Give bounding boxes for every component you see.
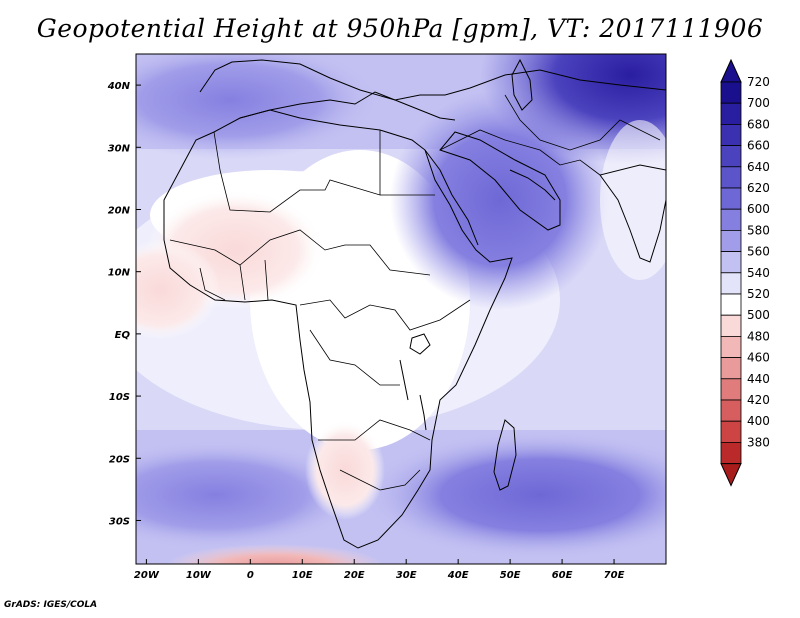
field-west-atlantic-high bbox=[136, 240, 220, 340]
colorbar-box bbox=[720, 335, 742, 358]
shaded-field bbox=[136, 54, 666, 564]
colorbar-label: 720 bbox=[747, 75, 770, 89]
border-south-africa bbox=[339, 469, 421, 491]
colorbar-label: 420 bbox=[747, 393, 770, 407]
colorbar-box bbox=[720, 272, 742, 295]
border-west-africa bbox=[199, 259, 269, 301]
colorbar-box bbox=[720, 293, 742, 316]
field-antarctic-high bbox=[165, 544, 385, 564]
colorbar-label: 700 bbox=[747, 96, 770, 110]
colorbar-box bbox=[720, 81, 742, 104]
border-congo bbox=[309, 329, 400, 386]
colorbar-label: 560 bbox=[747, 245, 770, 259]
colorbar-label: 580 bbox=[747, 223, 770, 237]
colorbar-box bbox=[720, 145, 742, 168]
plot-frame bbox=[135, 53, 667, 565]
x-tick-label: 70E bbox=[604, 570, 625, 581]
colorbar-label: 460 bbox=[747, 351, 770, 365]
arabia-coastline bbox=[439, 131, 561, 231]
caspian-coast bbox=[511, 58, 533, 111]
colorbar-box bbox=[720, 399, 742, 422]
colorbar-box bbox=[720, 229, 742, 252]
map-title: Geopotential Height at 950hPa [gpm], VT:… bbox=[36, 14, 764, 43]
x-tick-label: 40E bbox=[447, 570, 469, 581]
colorbar-box bbox=[720, 187, 742, 210]
lake-malawi bbox=[419, 394, 427, 431]
lake-victoria bbox=[409, 333, 431, 355]
colorbar-label: 640 bbox=[747, 160, 770, 174]
colorbar-box bbox=[720, 102, 742, 125]
x-tick-label: 30E bbox=[396, 570, 417, 581]
field-india-low bbox=[600, 120, 666, 280]
y-axis: 40N 30N 20N 10N EQ 10S 20S 30S bbox=[107, 81, 141, 527]
y-tick-label: 10N bbox=[108, 268, 131, 279]
x-tick-label: 20E bbox=[344, 570, 365, 581]
red-sea-coast bbox=[424, 149, 479, 246]
x-tick-label: 60E bbox=[552, 570, 573, 581]
colorbar-box bbox=[720, 251, 742, 274]
border-southern bbox=[318, 419, 431, 441]
persian-gulf-coast bbox=[509, 169, 556, 201]
x-tick-label: 0 bbox=[247, 570, 254, 581]
y-tick-label: 30N bbox=[108, 143, 131, 154]
x-tick-label: 10E bbox=[292, 570, 313, 581]
y-tick-label: 20N bbox=[108, 205, 131, 216]
colorbar-box bbox=[720, 357, 742, 380]
y-tick-label: 10S bbox=[109, 392, 130, 403]
colorbar-label: 680 bbox=[747, 117, 770, 131]
colorbar-box bbox=[720, 441, 742, 464]
colorbar-label: 480 bbox=[747, 329, 770, 343]
colorbar-label: 600 bbox=[747, 202, 770, 216]
x-tick-label: 10W bbox=[186, 570, 212, 581]
border-middle-east bbox=[439, 129, 601, 176]
lake-tanganyika bbox=[399, 359, 409, 401]
y-tick-label: 40N bbox=[107, 81, 131, 92]
border-central bbox=[299, 299, 471, 331]
country-borders bbox=[169, 94, 661, 491]
border-sahel bbox=[169, 229, 431, 276]
y-tick-label: 20S bbox=[109, 454, 130, 465]
colorbar-box bbox=[720, 420, 742, 443]
x-tick-label: 50E bbox=[500, 570, 521, 581]
india-coastline bbox=[599, 164, 666, 263]
colorbar-box bbox=[720, 166, 742, 189]
colorbar-top-triangle bbox=[720, 58, 742, 83]
colorbar-label: 380 bbox=[747, 435, 770, 449]
border-north-africa bbox=[213, 130, 381, 213]
colorbar-label: 400 bbox=[747, 414, 770, 428]
x-axis: 20W 10W 0 10E 20E 30E 40E 50E 60E 70E bbox=[134, 559, 625, 581]
field-south-indian-low bbox=[360, 430, 666, 560]
colorbar-label: 520 bbox=[747, 287, 770, 301]
colorbar-label: 660 bbox=[747, 139, 770, 153]
colorbar-label: 440 bbox=[747, 372, 770, 386]
colorbar-bottom-triangle bbox=[720, 463, 742, 487]
colorbar-box bbox=[720, 378, 742, 401]
colorbar-label: 540 bbox=[747, 266, 770, 280]
colorbar: 720 700 680 660 640 620 600 580 560 540 520 500 480 4… bbox=[720, 58, 770, 487]
mediterranean-coast bbox=[239, 91, 456, 121]
colorbar-box bbox=[720, 124, 742, 147]
madagascar-coastline bbox=[493, 419, 517, 491]
coastlines bbox=[163, 58, 666, 549]
europe-coastline bbox=[199, 59, 666, 101]
y-tick-label: EQ bbox=[115, 330, 131, 341]
grads-credit: GrADS: IGES/COLA bbox=[4, 600, 98, 610]
y-tick-label: 30S bbox=[109, 516, 130, 527]
field-south-africa-high bbox=[305, 420, 385, 520]
border-iran bbox=[504, 94, 661, 151]
colorbar-box bbox=[720, 314, 742, 337]
colorbar-label: 500 bbox=[747, 308, 770, 322]
colorbar-box bbox=[720, 208, 742, 231]
colorbar-label: 620 bbox=[747, 181, 770, 195]
field-mediterranean-low bbox=[136, 54, 380, 160]
x-tick-label: 20W bbox=[134, 570, 160, 581]
